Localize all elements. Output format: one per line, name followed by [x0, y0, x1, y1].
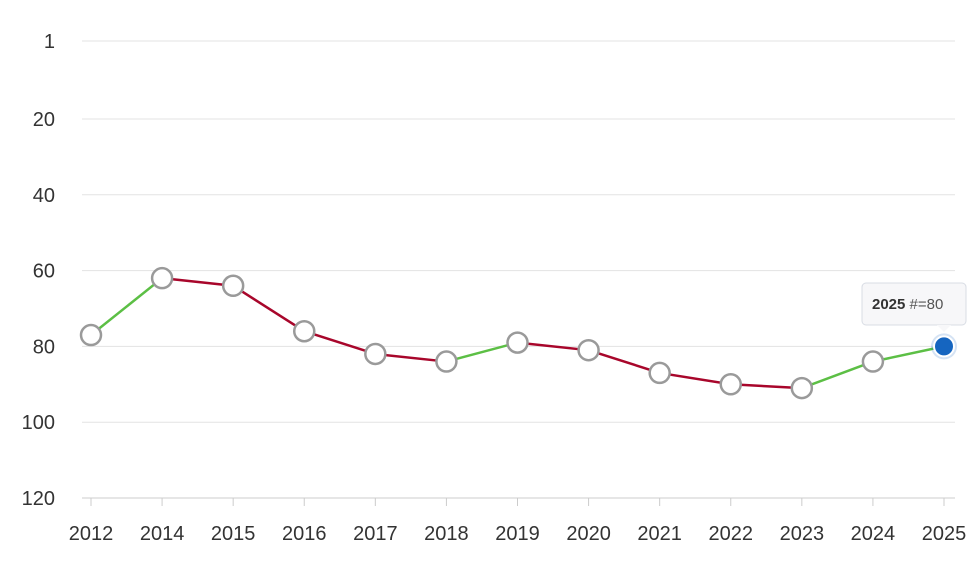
line-segment-down — [231, 284, 306, 333]
line-segment-up — [89, 276, 164, 337]
line-segment-up — [871, 345, 946, 363]
y-tick-label: 1 — [44, 31, 55, 53]
tooltip-year: 2025 — [872, 296, 910, 313]
x-tick-label: 2022 — [709, 523, 754, 545]
x-tick-label: 2025 — [922, 523, 967, 545]
data-point[interactable] — [364, 342, 387, 366]
series-line — [89, 276, 946, 390]
x-tick-label: 2018 — [424, 523, 469, 545]
line-segment-down — [374, 352, 448, 363]
x-axis: 2012 2014 2015 2016 2017 2018 2019 2020 2021 2022… — [69, 497, 967, 545]
line-segment-down — [658, 371, 732, 386]
y-tick-label: 60 — [33, 261, 55, 283]
tooltip: 2025 #=80 — [861, 282, 967, 332]
y-tick-label: 120 — [22, 488, 55, 510]
tooltip-pointer — [937, 325, 951, 332]
line-segment-down — [303, 329, 377, 356]
grid-lines — [82, 40, 955, 423]
y-tick-label: 40 — [33, 185, 55, 207]
x-tick-label: 2020 — [566, 523, 611, 545]
x-tick-label: 2023 — [780, 523, 825, 545]
x-tick-label: 2014 — [140, 523, 185, 545]
data-point[interactable] — [506, 331, 529, 354]
data-point[interactable] — [577, 338, 600, 362]
data-point[interactable] — [293, 319, 316, 343]
data-point[interactable] — [719, 373, 742, 396]
y-tick-label: 80 — [33, 336, 55, 358]
x-tick-label: 2019 — [495, 523, 540, 545]
tooltip-box — [861, 282, 967, 326]
x-tick-label: 2017 — [353, 523, 398, 545]
x-tick-label: 2012 — [69, 523, 114, 545]
x-tick-label: 2024 — [851, 523, 896, 545]
y-tick-label: 20 — [33, 109, 55, 131]
data-point[interactable] — [221, 274, 245, 298]
y-tick-label: 100 — [22, 412, 55, 434]
data-point[interactable] — [648, 361, 671, 385]
tooltip-value: #=80 — [910, 296, 944, 313]
data-point[interactable] — [150, 266, 174, 290]
line-segment-down — [160, 276, 235, 288]
data-point[interactable] — [790, 376, 814, 400]
line-segment-down — [587, 348, 661, 375]
line-segment-down — [729, 383, 804, 390]
data-point-active[interactable] — [933, 335, 955, 358]
x-tick-label: 2016 — [282, 523, 327, 545]
x-tick-label: 2021 — [637, 523, 682, 545]
line-segment-up — [800, 360, 875, 390]
data-point[interactable] — [861, 350, 885, 373]
data-point[interactable] — [79, 323, 103, 347]
line-segment-up — [445, 341, 519, 363]
series-points — [79, 266, 957, 400]
data-point[interactable] — [435, 350, 458, 373]
x-tick-label: 2015 — [211, 523, 256, 545]
tooltip-text: 2025 #=80 — [872, 296, 943, 313]
line-segment-down — [516, 341, 590, 352]
